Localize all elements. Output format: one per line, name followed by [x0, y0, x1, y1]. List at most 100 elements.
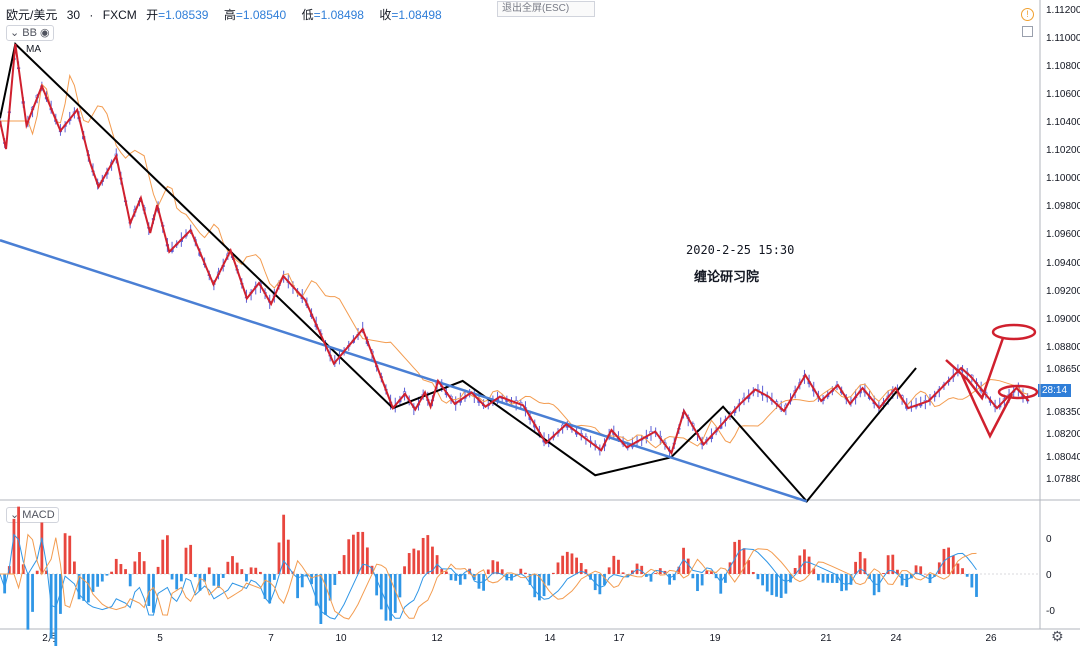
macd-histogram-bar	[789, 574, 792, 583]
macd-histogram-bar	[482, 574, 485, 591]
macd-histogram-bar	[198, 574, 202, 591]
macd-histogram-bar	[826, 574, 830, 583]
settings-gear-icon[interactable]: ⚙	[1051, 628, 1064, 644]
macd-histogram-bar	[40, 522, 44, 574]
red-stroke-line	[0, 43, 1030, 456]
exit-fullscreen-button[interactable]: 退出全屏(ESC)	[497, 1, 595, 17]
macd-histogram-bar	[156, 566, 160, 574]
macd-histogram-bar	[259, 571, 262, 574]
macd-histogram-bar	[765, 574, 769, 592]
macd-histogram-bar	[570, 553, 574, 574]
close-value: =1.08498	[391, 8, 442, 22]
macd-histogram-bar	[286, 539, 290, 574]
macd-histogram-bar	[161, 539, 165, 574]
macd-histogram-bar	[710, 570, 713, 574]
macd-label: MACD	[22, 509, 55, 521]
macd-histogram-bar	[677, 566, 681, 574]
y-tick-label: 1.09000	[1046, 314, 1080, 325]
ma-label[interactable]: MA	[26, 44, 41, 55]
macd-histogram-bar	[49, 574, 53, 639]
macd-histogram-bar	[742, 548, 746, 574]
macd-histogram-bar	[575, 557, 578, 574]
macd-histogram-bar	[737, 539, 741, 574]
macd-histogram-bar	[491, 560, 495, 574]
macd-histogram-bar	[696, 574, 699, 592]
macd-histogram-bar	[421, 537, 425, 574]
macd-histogram-bar	[54, 574, 58, 646]
macd-histogram-bar	[933, 574, 937, 577]
x-tick-label: 26	[985, 633, 997, 644]
high-value: =1.08540	[235, 8, 287, 22]
macd-histogram-bar	[45, 570, 48, 574]
x-tick-label: 7	[268, 633, 274, 644]
macd-histogram-bar	[375, 574, 379, 596]
macd-histogram-bar	[31, 574, 34, 612]
macd-histogram-bar	[733, 541, 737, 574]
y-tick-label: 1.10000	[1046, 173, 1080, 184]
macd-histogram-bar	[407, 553, 411, 574]
macd-histogram-bar	[300, 574, 304, 588]
macd-histogram-bar	[812, 568, 816, 574]
macd-histogram-bar	[100, 574, 104, 582]
macd-histogram-bar	[249, 567, 253, 574]
macd-histogram-bar	[863, 558, 867, 574]
macd-histogram-bar	[640, 565, 644, 574]
macd-line	[0, 533, 977, 620]
macd-histogram-bar	[477, 574, 481, 589]
macd-histogram-bar	[965, 574, 969, 577]
y-tick-label: 1.11000	[1046, 33, 1080, 44]
macd-histogram-bar	[328, 574, 332, 601]
macd-histogram-bar	[747, 560, 751, 574]
macd-histogram-bar	[398, 574, 402, 598]
macd-histogram-bar	[389, 574, 392, 621]
macd-histogram-bar	[565, 551, 569, 574]
macd-histogram-bar	[891, 554, 895, 574]
bb-indicator-toggle[interactable]: ⌄ BB ◉	[6, 25, 54, 41]
macd-histogram-bar	[352, 534, 355, 574]
macd-histogram-bar	[217, 574, 220, 588]
macd-histogram-bar	[277, 542, 281, 574]
macd-histogram-bar	[900, 574, 904, 586]
y-tick-label: 1.07880	[1046, 474, 1080, 485]
copy-icon[interactable]	[1022, 26, 1033, 37]
macd-histogram-bar	[110, 571, 113, 574]
macd-histogram-bar	[923, 573, 927, 575]
macd-histogram-bar	[793, 568, 797, 574]
macd-histogram-bar	[905, 574, 909, 588]
macd-histogram-bar	[724, 574, 727, 583]
macd-histogram-bar	[449, 574, 453, 581]
macd-histogram-bar	[193, 574, 197, 578]
macd-histogram-bar	[858, 551, 862, 574]
y-tick-label: 1.08200	[1046, 429, 1080, 440]
macd-histogram-bar	[617, 559, 620, 574]
macd-histogram-bar	[133, 561, 137, 574]
target-ellipse-upper	[991, 323, 1037, 341]
projection-arrow-down	[960, 374, 1014, 439]
macd-histogram-bar	[319, 574, 323, 624]
y-tick-label: 1.08800	[1046, 342, 1080, 353]
macd-histogram-bar	[393, 574, 397, 613]
macd-histogram-bar	[849, 574, 853, 585]
annotation-date: 2020-2-25 15:30	[686, 243, 795, 257]
macd-histogram-bar	[440, 568, 444, 574]
macd-histogram-bar	[142, 561, 146, 574]
macd-histogram-bar	[124, 569, 127, 574]
macd-histogram-bar	[77, 574, 81, 600]
interval[interactable]: 30	[66, 8, 81, 22]
macd-histogram-bar	[263, 574, 267, 599]
macd-histogram-bar	[649, 574, 653, 582]
close-label: 收	[379, 8, 392, 22]
bb-label: BB	[22, 27, 37, 39]
macd-histogram-bar	[603, 574, 606, 586]
alert-icon[interactable]: !	[1021, 8, 1034, 21]
macd-histogram-bar	[203, 574, 206, 582]
macd-signal-line	[0, 533, 977, 620]
macd-histogram-bar	[668, 574, 671, 585]
macd-histogram-bar	[170, 574, 174, 580]
symbol-name[interactable]: 欧元/美元	[6, 8, 58, 22]
macd-histogram-bar	[268, 574, 272, 604]
macd-histogram-bar	[91, 574, 95, 592]
macd-histogram-bar	[114, 558, 118, 574]
y-tick-label: 1.10600	[1046, 89, 1080, 100]
